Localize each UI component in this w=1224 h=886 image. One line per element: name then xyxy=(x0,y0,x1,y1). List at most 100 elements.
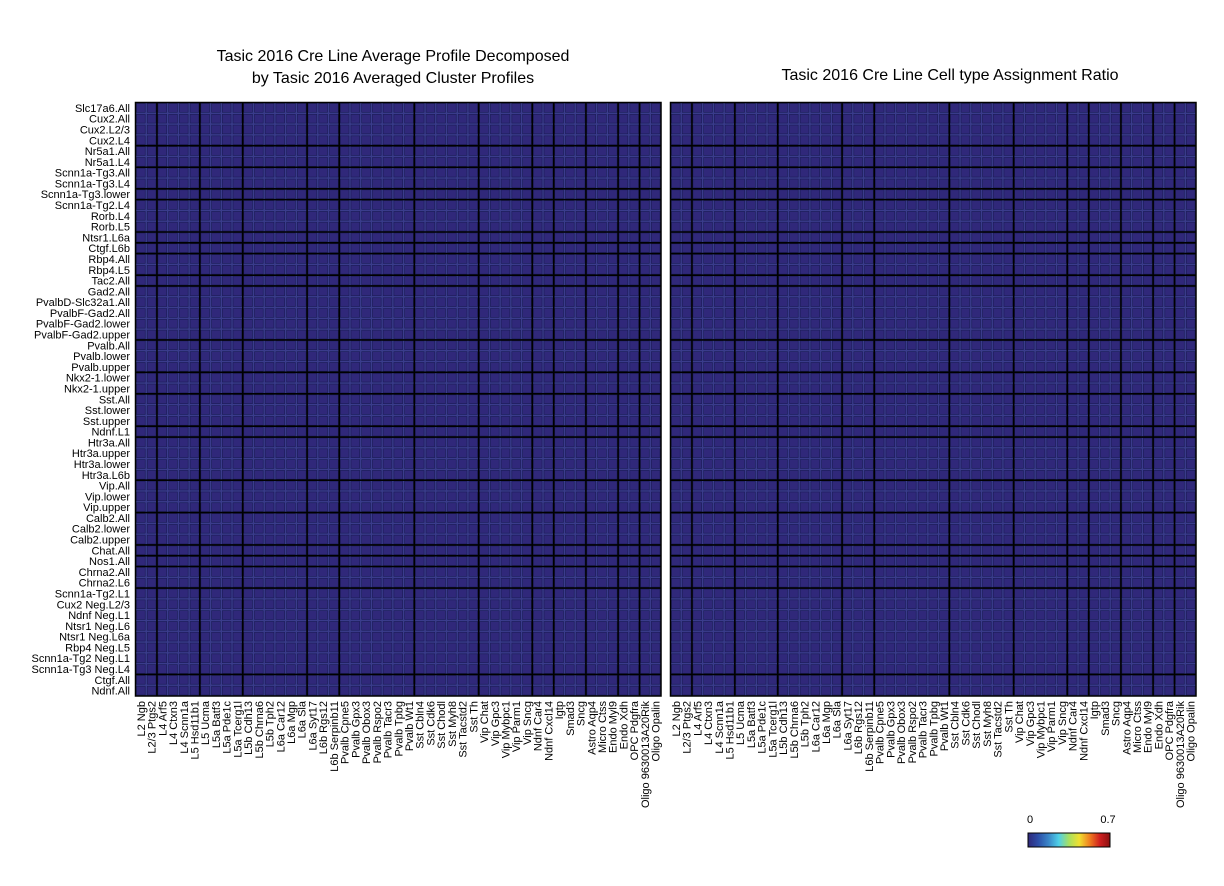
heatmap-cell xyxy=(1121,362,1131,372)
heatmap-cell xyxy=(211,610,221,620)
heatmap-cell xyxy=(939,275,949,286)
heatmap-cell xyxy=(767,577,778,588)
heatmap-cell xyxy=(746,135,756,145)
heatmap-cell xyxy=(490,405,500,415)
heatmap-cell xyxy=(586,567,596,577)
heatmap-cell xyxy=(1143,308,1153,318)
heatmap-cell xyxy=(533,405,543,415)
heatmap-cell xyxy=(522,491,532,502)
heatmap-cell xyxy=(1003,286,1013,297)
heatmap-cell xyxy=(1025,372,1035,383)
heatmap-cell xyxy=(714,340,724,350)
heatmap-cell xyxy=(318,426,328,437)
heatmap-cell xyxy=(511,383,521,394)
heatmap-cell xyxy=(1121,513,1131,523)
heatmap-cell xyxy=(447,113,457,124)
heatmap-cell xyxy=(297,124,307,135)
heatmap-cell xyxy=(350,513,361,523)
heatmap-cell xyxy=(1175,524,1185,534)
heatmap-cell xyxy=(960,502,971,512)
heatmap-cell xyxy=(329,275,339,286)
heatmap-cell xyxy=(842,372,853,383)
heatmap-cell xyxy=(597,653,607,663)
heatmap-cell xyxy=(372,146,382,156)
heatmap-cell xyxy=(1068,146,1078,156)
heatmap-cell xyxy=(703,200,713,210)
heatmap-cell xyxy=(1014,254,1024,264)
heatmap-cell xyxy=(1078,340,1089,350)
heatmap-cell xyxy=(1121,103,1131,113)
heatmap-cell xyxy=(810,416,820,426)
heatmap-cell xyxy=(917,577,928,588)
heatmap-cell xyxy=(1068,189,1078,199)
heatmap-cell xyxy=(992,437,1003,448)
heatmap-cell xyxy=(393,254,403,264)
heatmap-cell xyxy=(939,254,949,264)
heatmap-cell xyxy=(597,588,607,599)
heatmap-cell xyxy=(778,351,788,361)
heatmap-cell xyxy=(896,319,906,329)
heatmap-cell xyxy=(232,621,243,631)
heatmap-cell xyxy=(1014,167,1024,178)
heatmap-cell xyxy=(575,470,586,480)
heatmap-cell xyxy=(799,459,810,469)
heatmap-cell xyxy=(554,653,564,663)
heatmap-cell xyxy=(950,448,960,458)
heatmap-cell xyxy=(608,372,618,383)
heatmap-cell xyxy=(650,480,661,491)
heatmap-cell xyxy=(703,577,713,588)
heatmap-cell xyxy=(767,416,778,426)
heatmap-cell xyxy=(960,189,971,199)
heatmap-cell xyxy=(714,286,724,297)
heatmap-cell xyxy=(500,275,511,286)
heatmap-cell xyxy=(586,157,596,167)
heatmap-cell xyxy=(382,308,393,318)
heatmap-cell xyxy=(874,211,885,221)
heatmap-cell xyxy=(436,642,446,653)
heatmap-cell xyxy=(168,286,178,297)
heatmap-cell xyxy=(907,265,917,275)
heatmap-cell xyxy=(457,588,468,599)
heatmap-cell xyxy=(821,113,831,124)
heatmap-cell xyxy=(511,588,521,599)
heatmap-cell xyxy=(1035,480,1046,491)
heatmap-cell xyxy=(222,372,232,383)
heatmap-cell xyxy=(318,383,328,394)
heatmap-cell xyxy=(1185,534,1196,545)
heatmap-cell xyxy=(350,383,361,394)
heatmap-cell xyxy=(565,167,575,178)
heatmap-cell xyxy=(286,394,296,404)
heatmap-cell xyxy=(1164,491,1174,502)
heatmap-cell xyxy=(404,610,414,620)
heatmap-cell xyxy=(329,577,339,588)
heatmap-cell xyxy=(425,211,436,221)
heatmap-cell xyxy=(479,437,489,448)
heatmap-cell xyxy=(746,459,756,469)
heatmap-cell xyxy=(928,329,938,340)
heatmap-cell xyxy=(692,113,702,124)
heatmap-cell xyxy=(650,297,661,307)
heatmap-cell xyxy=(404,113,414,124)
heatmap-cell xyxy=(799,351,810,361)
heatmap-cell xyxy=(189,534,200,545)
heatmap-cell xyxy=(597,416,607,426)
heatmap-cell xyxy=(640,329,650,340)
heatmap-cell xyxy=(468,416,478,426)
heatmap-cell xyxy=(756,383,767,394)
heatmap-cell xyxy=(896,502,906,512)
heatmap-cell xyxy=(168,534,178,545)
heatmap-cell xyxy=(350,502,361,512)
heatmap-cell xyxy=(189,157,200,167)
heatmap-cell xyxy=(608,200,618,210)
heatmap-cell xyxy=(361,178,371,189)
heatmap-cell xyxy=(1164,577,1174,588)
heatmap-cell xyxy=(789,286,799,297)
heatmap-cell xyxy=(457,135,468,145)
heatmap-cell xyxy=(1100,394,1110,404)
heatmap-cell xyxy=(479,211,489,221)
heatmap-cell xyxy=(1100,211,1110,221)
heatmap-cell xyxy=(896,103,906,113)
heatmap-cell xyxy=(810,221,820,232)
heatmap-cell xyxy=(671,372,681,383)
heatmap-cell xyxy=(853,308,863,318)
